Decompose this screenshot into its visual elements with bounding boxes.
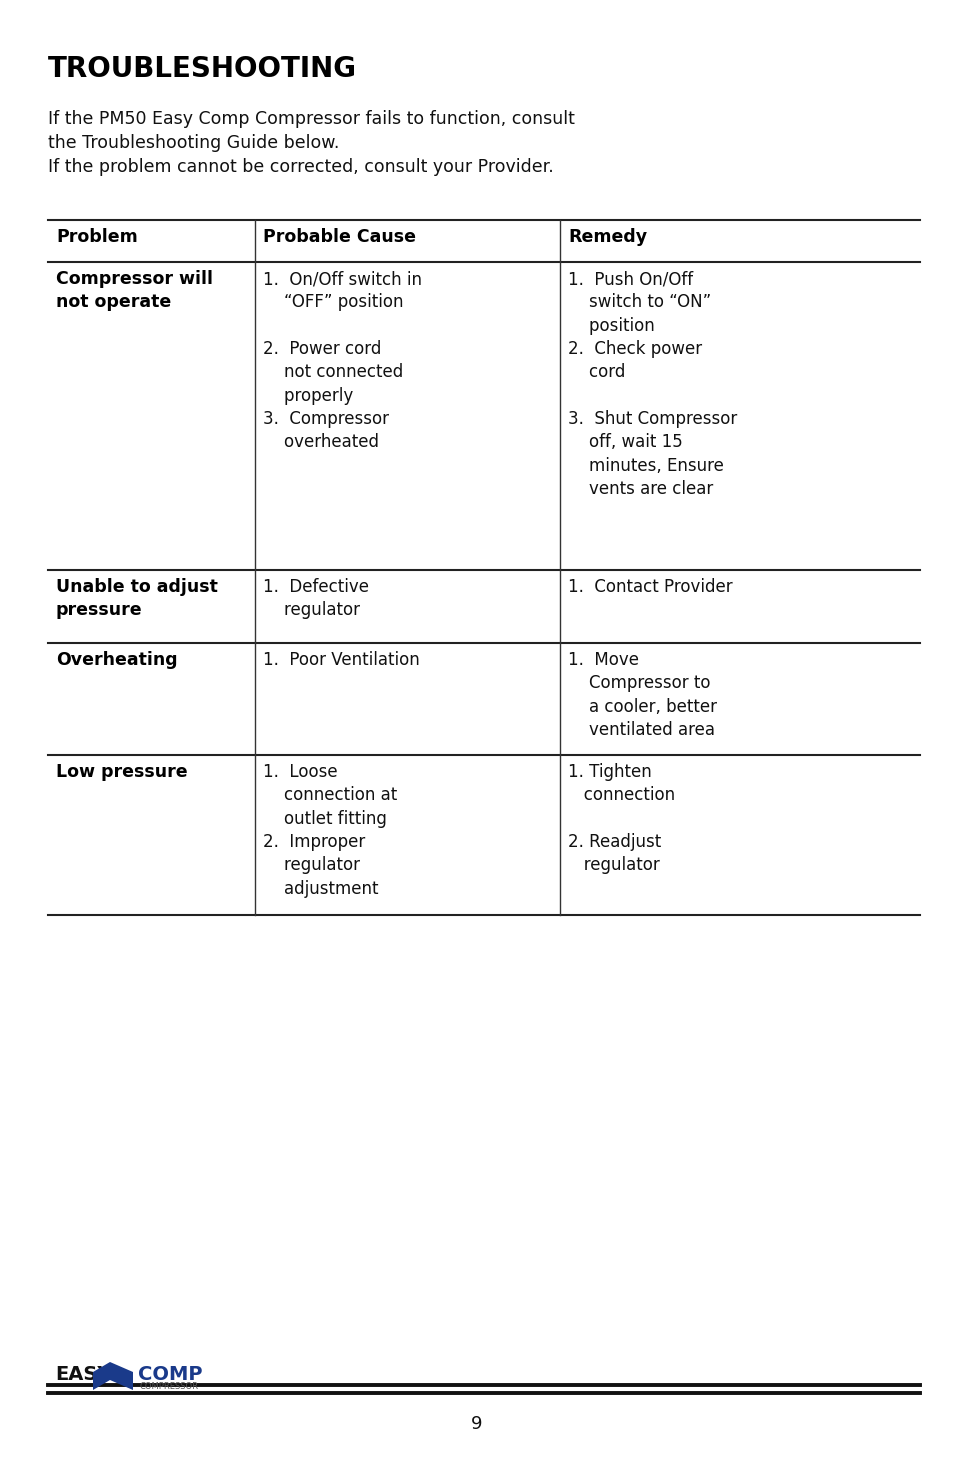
Text: 1.  Defective
    regulator: 1. Defective regulator [263,578,369,620]
Text: Probable Cause: Probable Cause [263,229,416,246]
Text: If the problem cannot be corrected, consult your Provider.: If the problem cannot be corrected, cons… [48,158,553,176]
Text: 9: 9 [471,1415,482,1434]
Text: COMPRESSOR: COMPRESSOR [140,1382,199,1391]
Text: 1.  Loose
    connection at
    outlet fitting
2.  Improper
    regulator
    ad: 1. Loose connection at outlet fitting 2.… [263,763,396,898]
Text: 1. Tighten
   connection

2. Readjust
   regulator: 1. Tighten connection 2. Readjust regula… [567,763,675,875]
Text: TROUBLESHOOTING: TROUBLESHOOTING [48,55,356,83]
Text: 1.  Poor Ventilation: 1. Poor Ventilation [263,650,419,670]
Text: 1.  Contact Provider: 1. Contact Provider [567,578,732,596]
Polygon shape [92,1361,132,1389]
Text: COMP: COMP [138,1364,202,1384]
Text: Low pressure: Low pressure [56,763,188,780]
Text: 1.  Push On/Off
    switch to “ON”
    position
2.  Check power
    cord

3.  Sh: 1. Push On/Off switch to “ON” position 2… [567,270,737,499]
Text: Overheating: Overheating [56,650,177,670]
Text: Remedy: Remedy [567,229,646,246]
Text: EASY: EASY [55,1364,112,1384]
Text: If the PM50 Easy Comp Compressor fails to function, consult: If the PM50 Easy Comp Compressor fails t… [48,111,575,128]
Text: Compressor will
not operate: Compressor will not operate [56,270,213,311]
Text: 1.  Move
    Compressor to
    a cooler, better
    ventilated area: 1. Move Compressor to a cooler, better v… [567,650,717,739]
Text: 1.  On/Off switch in
    “OFF” position

2.  Power cord
    not connected
    pr: 1. On/Off switch in “OFF” position 2. Po… [263,270,421,451]
Text: Problem: Problem [56,229,137,246]
Text: Unable to adjust
pressure: Unable to adjust pressure [56,578,217,620]
Text: the Troubleshooting Guide below.: the Troubleshooting Guide below. [48,134,339,152]
